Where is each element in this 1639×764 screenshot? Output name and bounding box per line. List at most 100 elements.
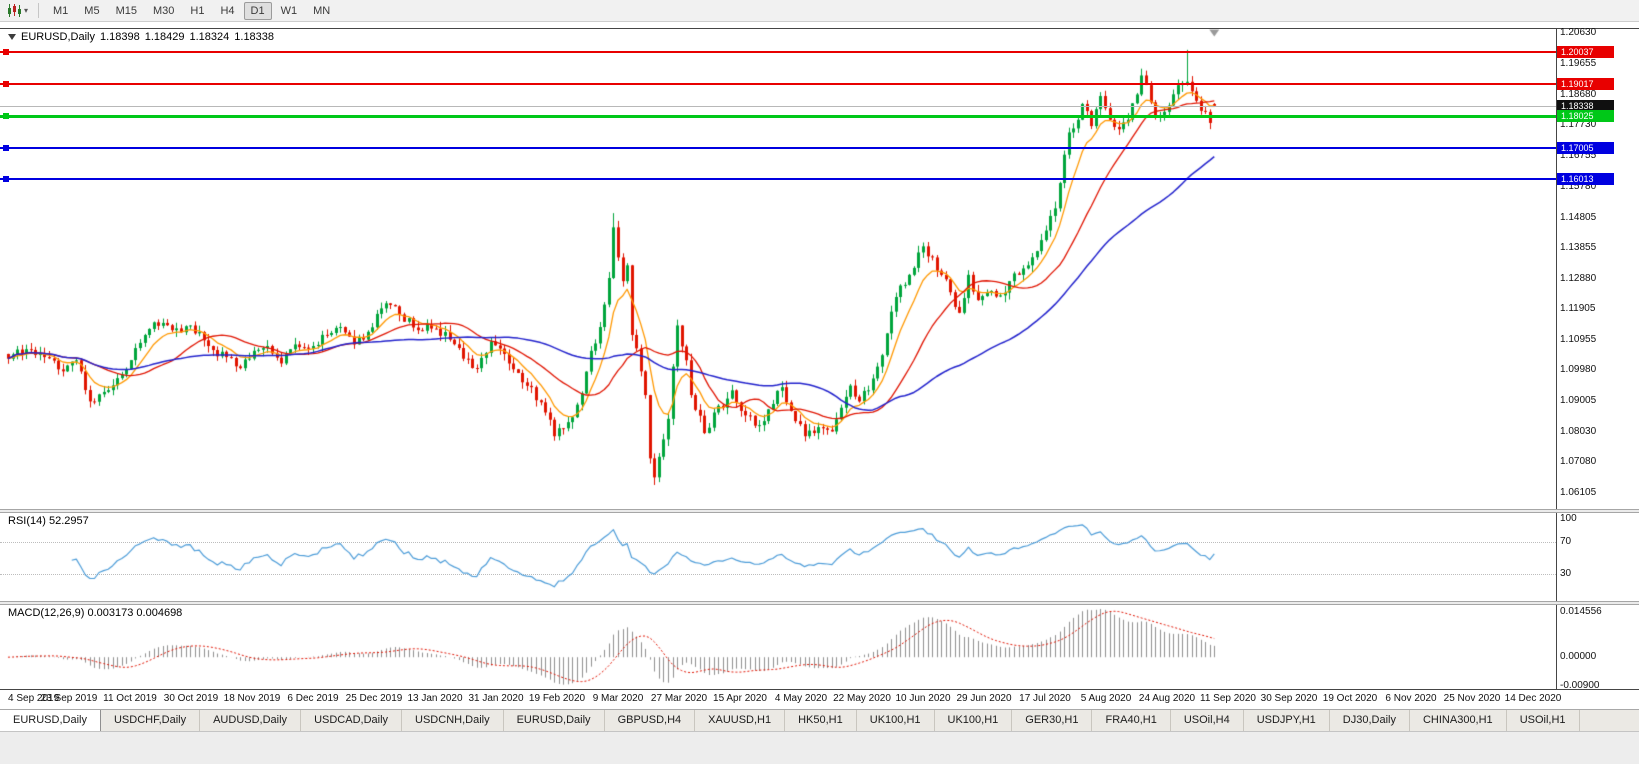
price-axis-label: 1.07080 <box>1560 456 1597 468</box>
ohlc-open: 1.18398 <box>99 31 140 43</box>
support-line-2-price-tag: 1.16013 <box>1557 173 1614 186</box>
chart-tab-gbpusd-h4[interactable]: GBPUSD,H4 <box>604 710 696 731</box>
price-axis-label: 1.17730 <box>1560 119 1597 131</box>
pivot-line-handle[interactable] <box>3 113 9 120</box>
date-axis-label: 29 Jun 2020 <box>956 693 1012 704</box>
resistance-line-2[interactable] <box>0 81 1556 88</box>
candlestick-chart-icon <box>8 4 21 17</box>
support-line-2-handle[interactable] <box>3 176 9 183</box>
timeframe-button-m1[interactable]: M1 <box>53 4 69 17</box>
rsi-axis-label: 70 <box>1560 535 1572 547</box>
chart-title: EURUSD,Daily 1.18398 1.18429 1.18324 1.1… <box>8 31 274 43</box>
date-axis-label: 14 Dec 2020 <box>1504 693 1562 704</box>
macd-axis-label: 0.00000 <box>1560 651 1597 663</box>
date-axis-label: 4 May 2020 <box>774 693 828 704</box>
price-axis-label: 1.06105 <box>1560 487 1597 499</box>
date-axis-label: 13 Jan 2020 <box>407 693 463 704</box>
resistance-line-1-price-tag: 1.20037 <box>1557 46 1614 59</box>
price-axis-label: 1.20630 <box>1560 27 1597 39</box>
chart-tab-uk100-h1[interactable]: UK100,H1 <box>934 710 1013 731</box>
ohlc-close: 1.18338 <box>234 31 275 43</box>
price-axis-border[interactable] <box>1556 28 1557 689</box>
price-axis-label: 1.16755 <box>1560 150 1597 161</box>
date-axis-label: 18 Nov 2019 <box>223 693 281 704</box>
support-line-1-handle[interactable] <box>3 145 9 152</box>
date-axis-label: 4 Sep 2019 <box>8 693 60 704</box>
support-line-1[interactable] <box>0 145 1556 152</box>
rsi-name: RSI(14) <box>8 515 46 527</box>
chart-tab-bar: EURUSD,Daily USDCHF,Daily AUDUSD,Daily USDC… <box>0 709 1639 731</box>
chart-tab-usoil-h4[interactable]: USOil,H4 <box>1170 710 1244 731</box>
ohlc-low: 1.18324 <box>189 31 230 43</box>
date-axis-label: 9 Mar 2020 <box>592 693 644 704</box>
chart-tab-usdcnh-daily[interactable]: USDCNH,Daily <box>402 710 504 731</box>
date-axis-label: 19 Oct 2020 <box>1322 693 1378 704</box>
macd-axis-label: 0.014556 <box>1560 606 1602 617</box>
price-axis-label: 1.09980 <box>1560 364 1597 376</box>
resistance-line-1-handle[interactable] <box>3 49 9 56</box>
chart-frame-bottom <box>0 689 1639 690</box>
pivot-line[interactable] <box>0 113 1556 120</box>
current-price-tag: 1.18338 <box>1557 99 1614 112</box>
date-axis-label: 25 Nov 2020 <box>1443 693 1501 704</box>
date-axis-label: 31 Jan 2020 <box>468 693 524 704</box>
chart-tab-ger30-h1[interactable]: GER30,H1 <box>1012 710 1093 731</box>
chart-tab-usdchf-daily[interactable]: USDCHF,Daily <box>100 710 201 731</box>
timeframe-button-d1[interactable]: D1 <box>243 1 272 20</box>
timeframe-buttons: M1 M5 M15 M30 H1 H4 D1 W1 MN <box>45 1 338 20</box>
price-axis-label: 1.13855 <box>1560 241 1597 253</box>
timeframe-button-m30[interactable]: M30 <box>152 4 175 17</box>
status-bar <box>0 731 1639 764</box>
chart-tab-hk50-h1[interactable]: HK50,H1 <box>785 710 857 731</box>
date-axis-label: 17 Jul 2020 <box>1019 693 1071 704</box>
one-click-trading-toggle[interactable] <box>8 34 16 40</box>
rsi-pane-separator[interactable] <box>0 509 1639 513</box>
chart-frame-top <box>0 28 1639 29</box>
timeframe-button-h4[interactable]: H4 <box>220 4 235 17</box>
chart-type-button[interactable]: ▾ <box>4 3 31 18</box>
chart-tab-xauusd-h1[interactable]: XAUUSD,H1 <box>695 710 786 731</box>
resistance-line-1[interactable] <box>0 49 1556 56</box>
dropdown-caret-icon: ▾ <box>24 6 29 15</box>
chart-tab-eurusd-daily[interactable]: EURUSD,Daily <box>503 710 605 731</box>
price-axis-label: 1.12880 <box>1560 272 1597 284</box>
chart-tab-eurusd-daily[interactable]: EURUSD,Daily <box>0 710 101 731</box>
price-axis-label: 1.18680 <box>1560 89 1597 101</box>
chart-tab-usdjpy-h1[interactable]: USDJPY,H1 <box>1243 710 1330 731</box>
chart-tab-usoil-h1[interactable]: USOil,H1 <box>1506 710 1580 731</box>
date-axis-label: 15 Apr 2020 <box>713 693 767 704</box>
chart-tab-audusd-daily[interactable]: AUDUSD,Daily <box>200 710 302 731</box>
macd-pane-separator[interactable] <box>0 601 1639 605</box>
date-axis-label: 11 Sep 2020 <box>1200 693 1256 704</box>
chart-tab-fra40-h1[interactable]: FRA40,H1 <box>1092 710 1171 731</box>
chart-tab-usdcad-daily[interactable]: USDCAD,Daily <box>301 710 403 731</box>
price-axis-label: 1.11905 <box>1560 303 1596 315</box>
resistance-line-2-handle[interactable] <box>3 81 9 88</box>
support-line-2[interactable] <box>0 176 1556 183</box>
date-axis-label: 6 Nov 2020 <box>1385 693 1437 704</box>
date-axis-label: 30 Oct 2019 <box>163 693 219 704</box>
price-axis-label: 1.14805 <box>1560 211 1597 223</box>
date-axis-label: 23 Sep 2019 <box>40 693 98 704</box>
timeframe-button-m5[interactable]: M5 <box>84 4 100 17</box>
date-axis-label: 22 May 2020 <box>833 693 891 704</box>
resistance-line-2-price-tag: 1.19017 <box>1557 78 1614 91</box>
rsi-label: RSI(14) 52.2957 <box>8 515 89 527</box>
timeframe-button-w1[interactable]: W1 <box>280 4 298 17</box>
price-axis-label: 1.19655 <box>1560 58 1597 70</box>
timeframe-button-h1[interactable]: H1 <box>190 4 205 17</box>
price-axis-label: 1.08030 <box>1560 426 1597 438</box>
ohlc-high: 1.18429 <box>144 31 185 43</box>
chart-tab-china300-h1[interactable]: CHINA300,H1 <box>1409 710 1507 731</box>
chart-tab-uk100-h1[interactable]: UK100,H1 <box>856 710 935 731</box>
support-line-1-price-tag: 1.17005 <box>1557 142 1614 155</box>
chart-tab-dj30-daily[interactable]: DJ30,Daily <box>1329 710 1410 731</box>
macd-label: MACD(12,26,9) 0.003173 0.004698 <box>8 607 182 619</box>
date-axis-label: 10 Jun 2020 <box>895 693 951 704</box>
timeframe-button-mn[interactable]: MN <box>313 4 331 17</box>
price-axis-label: 1.15780 <box>1560 180 1597 192</box>
timeframe-button-m15[interactable]: M15 <box>115 4 137 17</box>
date-axis-label: 25 Dec 2019 <box>345 693 403 704</box>
